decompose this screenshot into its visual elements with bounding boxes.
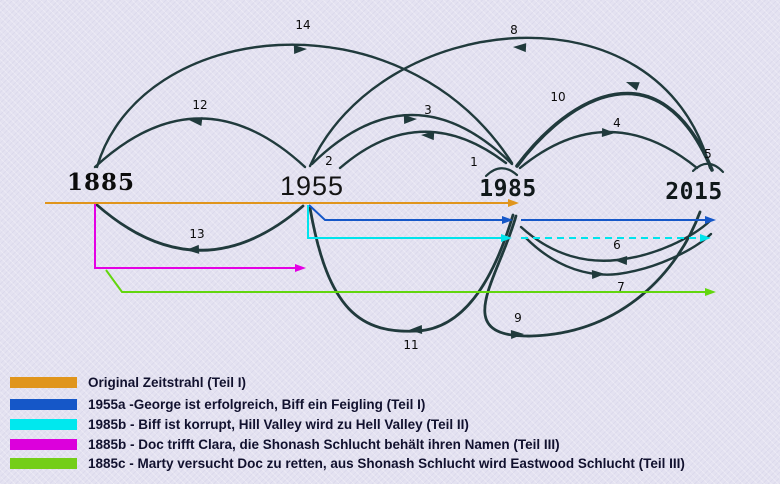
legend-color-swatch-1885c (10, 458, 77, 469)
trip-arc-1 (484, 167, 519, 178)
alternate-timelines (45, 199, 716, 296)
trip-number-3: 3 (424, 103, 432, 117)
trip-number-2: 2 (325, 154, 333, 168)
trip-arc-2 (338, 130, 508, 170)
legend-color-swatch-1885b (10, 439, 77, 450)
arrowhead-trip-2 (421, 131, 435, 141)
trip-arc-12 (93, 117, 307, 169)
trip-arrowheads (186, 43, 640, 339)
timeline-1885c (105, 269, 708, 293)
arrowhead-1985b-mid (501, 234, 512, 242)
trip-arc-8 (308, 36, 712, 170)
arrowhead-timeline-original (508, 199, 519, 207)
year-labels: 1885 1955 1985 2015 (67, 169, 722, 205)
arrowhead-trip-12 (189, 117, 203, 127)
arrowhead-1955a-mid (502, 216, 513, 224)
legend-color-swatch-original (10, 377, 77, 388)
arrowhead-1885b-end (295, 264, 306, 272)
timeline-1955a-segment1 (308, 204, 505, 221)
trip-number-1: 1 (470, 155, 478, 169)
trip-arc-4 (518, 130, 699, 170)
arrowhead-trip-13 (186, 244, 200, 254)
trip-arc-6b (524, 232, 713, 276)
trip-number-6: 6 (613, 238, 621, 252)
trip-arc-5 (691, 162, 725, 174)
legend-label-1955a: 1955a -George ist erfolgreich, Biff ein … (88, 397, 425, 412)
year-label-1985: 1985 (479, 176, 536, 202)
trip-number-13: 13 (189, 227, 204, 241)
timeline-1985b-segment1 (307, 205, 504, 239)
trip-number-labels: 1 2 3 4 5 6 7 8 9 10 11 12 13 14 (189, 18, 711, 352)
arrowhead-trip-9 (510, 329, 524, 339)
legend: Original Zeitstrahl (Teil I) 1955a -Geor… (10, 375, 685, 471)
arrowhead-trip-8 (513, 43, 527, 53)
arrowhead-trip-10 (626, 82, 640, 91)
trip-number-5: 5 (704, 147, 712, 161)
trip-number-14: 14 (295, 18, 310, 32)
legend-label-1985b: 1985b - Biff ist korrupt, Hill Valley wi… (88, 417, 469, 432)
arrowhead-trip-3 (403, 114, 417, 124)
year-label-1955: 1955 (280, 171, 344, 201)
year-label-2015: 2015 (665, 179, 722, 205)
arrowhead-trip-14 (293, 44, 307, 54)
trip-arc-13 (95, 203, 305, 252)
arrowhead-1885c-end (705, 288, 716, 296)
legend-color-swatch-1955a (10, 399, 77, 410)
legend-color-swatch-1985b (10, 419, 77, 430)
trip-number-7: 7 (617, 280, 625, 294)
timeline-1885b (94, 204, 298, 269)
trip-number-9: 9 (514, 311, 522, 325)
trip-number-10: 10 (550, 90, 565, 104)
arrowhead-1955a-end (705, 216, 716, 224)
trip-arc-10 (515, 91, 714, 172)
legend-label-1885c: 1885c - Marty versucht Doc zu retten, au… (88, 456, 685, 471)
arrowhead-trip-11 (409, 325, 423, 335)
trip-number-8: 8 (510, 23, 518, 37)
trip-arc-9 (483, 210, 702, 338)
arrowhead-trip-4 (601, 128, 615, 138)
arrowhead-1985b-end (700, 234, 711, 242)
year-label-1885: 1885 (67, 169, 135, 196)
trip-arc-3 (310, 113, 514, 166)
legend-label-original: Original Zeitstrahl (Teil I) (88, 375, 246, 390)
trip-arc-11 (308, 206, 515, 333)
trip-number-11: 11 (403, 338, 418, 352)
trip-number-12: 12 (192, 98, 207, 112)
trip-number-4: 4 (613, 116, 621, 130)
arrowhead-trip-6b (591, 269, 605, 279)
arrowhead-trip-6 (614, 255, 628, 265)
trip-arc-14 (95, 43, 514, 169)
legend-label-1885b: 1885b - Doc trifft Clara, die Shonash Sc… (88, 437, 560, 452)
